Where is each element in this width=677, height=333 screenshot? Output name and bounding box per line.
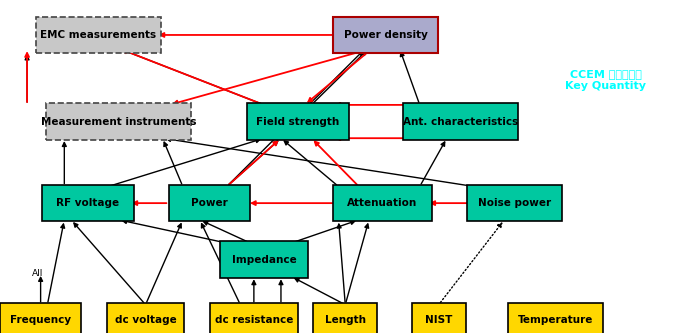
Text: Power density: Power density — [344, 30, 428, 40]
Text: NIST: NIST — [425, 315, 452, 325]
Text: CCEM 전자파분야
Key Quantity: CCEM 전자파분야 Key Quantity — [565, 69, 647, 91]
Text: dc voltage: dc voltage — [114, 315, 177, 325]
Text: Field strength: Field strength — [257, 117, 339, 127]
FancyBboxPatch shape — [42, 185, 134, 221]
Text: Length: Length — [325, 315, 366, 325]
Text: dc resistance: dc resistance — [215, 315, 293, 325]
FancyBboxPatch shape — [45, 103, 191, 140]
FancyBboxPatch shape — [107, 303, 184, 333]
Text: Temperature: Temperature — [517, 315, 593, 325]
Text: Measurement instruments: Measurement instruments — [41, 117, 196, 127]
Text: EMC measurements: EMC measurements — [40, 30, 156, 40]
Text: RF voltage: RF voltage — [56, 198, 120, 208]
FancyBboxPatch shape — [247, 103, 349, 140]
FancyBboxPatch shape — [35, 17, 161, 53]
FancyBboxPatch shape — [169, 185, 250, 221]
FancyBboxPatch shape — [412, 303, 466, 333]
Text: Ant. characteristics: Ant. characteristics — [403, 117, 518, 127]
Text: All: All — [32, 268, 43, 278]
Text: Frequency: Frequency — [10, 315, 71, 325]
FancyBboxPatch shape — [210, 303, 298, 333]
FancyBboxPatch shape — [467, 185, 562, 221]
Text: Attenuation: Attenuation — [347, 198, 418, 208]
FancyBboxPatch shape — [403, 103, 518, 140]
FancyBboxPatch shape — [313, 303, 378, 333]
FancyBboxPatch shape — [0, 303, 81, 333]
FancyBboxPatch shape — [333, 185, 432, 221]
FancyBboxPatch shape — [220, 241, 308, 278]
Text: Power: Power — [192, 198, 228, 208]
Text: Impedance: Impedance — [232, 255, 297, 265]
FancyBboxPatch shape — [508, 303, 603, 333]
FancyBboxPatch shape — [333, 17, 439, 53]
Text: Noise power: Noise power — [478, 198, 551, 208]
